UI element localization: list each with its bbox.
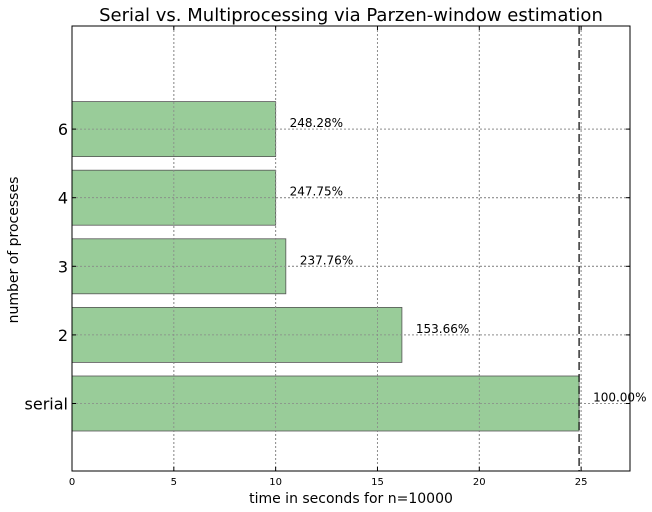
bar-value-label: 237.76% bbox=[300, 253, 353, 267]
bar-value-label: 248.28% bbox=[290, 116, 343, 130]
y-tick-label: serial bbox=[25, 395, 68, 414]
x-ticks: 0 5 10 15 20 25 bbox=[69, 26, 588, 488]
x-axis-label: time in seconds for n=10000 bbox=[249, 491, 453, 507]
bar-value-label: 153.66% bbox=[416, 322, 469, 336]
x-tick-label: 15 bbox=[371, 477, 384, 488]
bar-3 bbox=[71, 238, 287, 295]
x-tick-label: 25 bbox=[575, 477, 588, 488]
y-tick-label: 2 bbox=[58, 326, 68, 345]
y-tick-label: 6 bbox=[58, 120, 68, 139]
bar-value-label: 100.00% bbox=[593, 391, 646, 405]
chart-title: Serial vs. Multiprocessing via Parzen-wi… bbox=[99, 5, 603, 26]
x-tick-label: 5 bbox=[171, 477, 177, 488]
y-tick-label: 3 bbox=[58, 257, 68, 276]
x-tick-label: 10 bbox=[269, 477, 282, 488]
y-tick-label: 4 bbox=[58, 189, 68, 208]
y-axis-label: number of processes bbox=[6, 177, 22, 324]
x-tick-label: 0 bbox=[69, 477, 75, 488]
y-ticks: serial 2 3 4 6 bbox=[25, 120, 630, 414]
plot-frame bbox=[71, 25, 631, 472]
reference-line-group bbox=[72, 26, 630, 471]
x-tick-label: 20 bbox=[473, 477, 486, 488]
bar-value-label: 247.75% bbox=[290, 185, 343, 199]
